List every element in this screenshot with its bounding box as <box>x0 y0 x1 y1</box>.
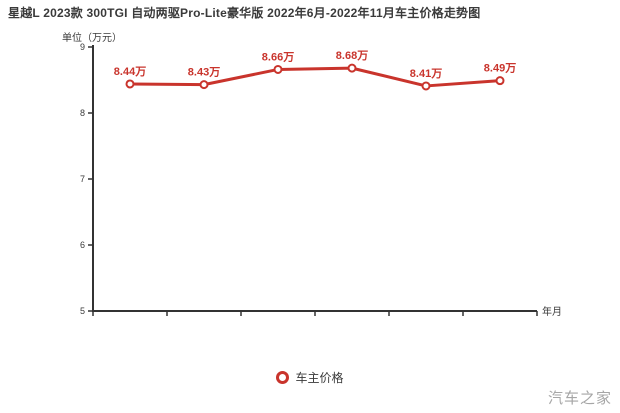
chart-title: 星越L 2023款 300TGI 自动两驱Pro-Lite豪华版 2022年6月… <box>8 6 481 20</box>
data-point-label: 8.68万 <box>336 49 368 62</box>
data-point[interactable] <box>421 81 431 91</box>
legend-label: 车主价格 <box>295 370 344 385</box>
legend-series-marker-icon <box>276 370 290 384</box>
data-point-label: 8.41万 <box>410 67 442 80</box>
data-point-label: 8.44万 <box>114 65 146 78</box>
legend-item[interactable]: 车主价格 <box>0 368 620 386</box>
y-tick-label: 6 <box>80 240 85 250</box>
watermark-autohome: 汽车之家 <box>547 390 612 407</box>
data-point[interactable] <box>199 80 209 90</box>
x-axis-label: 年月 <box>542 307 562 318</box>
y-axis-unit-label: 单位（万元） <box>62 33 122 44</box>
data-point-label: 8.49万 <box>484 62 516 75</box>
y-tick-label: 9 <box>80 42 85 52</box>
y-tick-label: 5 <box>80 306 85 316</box>
data-point[interactable] <box>125 79 135 89</box>
data-point-label: 8.66万 <box>262 50 294 63</box>
data-point[interactable] <box>495 76 505 86</box>
data-point[interactable] <box>347 63 357 73</box>
series-line <box>128 66 502 88</box>
data-point[interactable] <box>273 64 283 74</box>
y-tick-label: 8 <box>80 108 85 118</box>
y-tick-label: 7 <box>80 174 85 184</box>
data-point-label: 8.43万 <box>188 66 220 79</box>
